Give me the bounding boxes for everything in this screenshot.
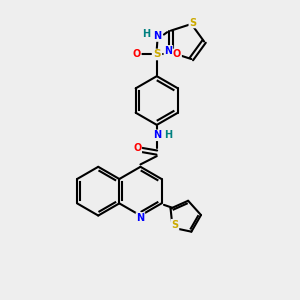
- Text: O: O: [133, 50, 141, 59]
- Text: N: N: [136, 213, 145, 223]
- Text: N: N: [164, 46, 172, 56]
- Text: S: S: [171, 220, 178, 230]
- Text: N: N: [153, 31, 161, 41]
- Text: H: H: [164, 130, 172, 140]
- Text: S: S: [189, 17, 197, 28]
- Text: N: N: [153, 130, 161, 140]
- Text: S: S: [153, 50, 160, 59]
- Text: O: O: [133, 143, 141, 153]
- Text: O: O: [173, 50, 181, 59]
- Text: H: H: [142, 29, 150, 39]
